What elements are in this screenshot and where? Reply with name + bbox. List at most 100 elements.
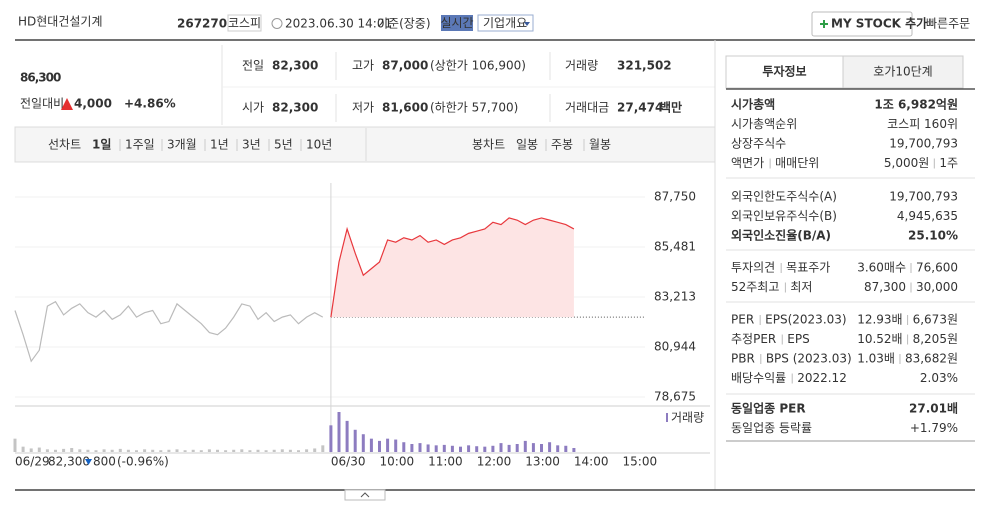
up-arrow [61,98,73,110]
info-label: BPS (2023.03) [766,352,852,366]
period-tab[interactable]: 10년 [306,138,332,152]
period-tab[interactable]: 3년 [242,138,261,152]
period-tab[interactable]: 1주일 [125,138,155,152]
y-tick-label: 85,481 [654,240,696,254]
volume-bar [216,449,219,452]
volume-bar [264,450,268,452]
change-label: 전일대비 [20,97,64,111]
volume-bar [337,412,341,452]
tab-bar [14,126,716,163]
y-tick-label: 78,675 [654,390,696,404]
volume-bar [118,448,122,452]
overview-button[interactable] [477,14,534,32]
volume-bar [62,448,66,452]
summary-value: 87,000 [382,59,428,73]
info-label: PER [731,313,754,327]
volume-bar [199,450,203,452]
side-tab-label[interactable]: 호가10단계 [873,65,932,79]
x-tick-label: 12:00 [477,455,512,469]
collapse-tab[interactable] [344,489,386,501]
volume-bar [450,445,454,452]
volume-bar [94,450,98,452]
summary-label: 저가 [352,101,374,115]
my-stock[interactable]: MY STOCK 추가 [831,16,927,31]
candle-tab[interactable]: 일봉 [516,138,538,152]
volume-bar [29,448,33,452]
side-tab[interactable] [842,55,964,89]
volume-bar [426,444,430,452]
summary-value: 82,300 [272,59,318,73]
side-tab-label[interactable]: 투자정보 [762,64,806,79]
overview[interactable]: 기업개요 [483,16,527,30]
summary-value: 81,600 [382,101,428,115]
info-label: 투자의견 [731,261,775,275]
y-tick-label: 87,750 [654,190,696,204]
info-label: 배당수익률 [731,371,786,385]
volume-bar [572,448,576,452]
prev-rate: (-0.96%) [117,455,169,469]
info-value: 6,673원 [913,313,958,327]
summary-note: (상한가 106,900) [430,59,526,73]
info-value: 87,300 [864,280,906,294]
line-chart-tab: 선차트 [48,138,81,152]
volume-bar [378,440,381,452]
market: 코스피 [228,16,261,30]
volume-bar [369,438,373,452]
x-tick-label: 10:00 [380,455,415,469]
volume-bar [54,449,57,452]
info-label: 액면가 [731,156,764,170]
my-stock-button[interactable] [811,11,913,37]
change-rate: +4.86% [124,97,176,111]
quick-order[interactable]: 빠른주문 [926,17,970,31]
x-tick-label: 14:00 [574,455,609,469]
info-label: 매매단위 [775,156,819,170]
volume-bar [86,449,90,452]
volume-bar [207,449,211,452]
period-tab[interactable]: 1일 [92,138,111,152]
summary-label: 시가 [242,101,264,115]
volume-bar [313,448,317,452]
info-value: 4,945,635 [897,209,958,223]
datetime: 2023.06.30 14:01 [285,17,392,31]
info-label: 동일업종 등락률 [731,421,812,435]
side-tab-active[interactable] [725,55,844,89]
volume-bar [434,445,438,452]
period-tab[interactable]: 5년 [274,138,293,152]
volume-bar [183,450,187,452]
volume-bar [491,445,495,452]
prev-change: 800 [93,455,116,469]
candle-tab[interactable]: 주봉 [551,138,573,152]
volume-bar [467,445,471,452]
volume-bar [515,444,519,452]
period-tab[interactable]: 1년 [210,138,229,152]
volume-bar [531,443,535,452]
volume-bar [394,439,398,452]
market-badge [227,14,262,32]
volume-bar [353,429,357,452]
chevron [360,492,370,498]
info-label: EPS(2023.03) [765,313,846,327]
volume-bar [78,449,82,452]
volume-bar [45,449,49,452]
info-label: 추정PER [731,332,776,346]
info-value: 12.93배 [857,313,902,327]
volume-bar [240,449,244,452]
volume-bar [329,425,333,452]
info-value: 76,600 [916,261,958,275]
volume-bar [21,446,25,452]
volume-bar [297,450,300,452]
dropdown-arrow [524,22,530,26]
period-tab[interactable]: 3개월 [167,138,197,152]
info-value: 19,700,793 [889,190,958,204]
volume-bar [483,446,487,452]
info-label: 외국인소진율(B/A) [731,228,831,243]
basis: 기준(장중) [377,17,431,31]
candle-tab[interactable]: 월봉 [589,138,611,152]
volume-bar [540,444,543,452]
area [330,217,574,318]
info-value: 83,682원 [905,352,958,366]
info-value: 코스피 160위 [887,117,958,131]
volume-bar [402,442,406,452]
